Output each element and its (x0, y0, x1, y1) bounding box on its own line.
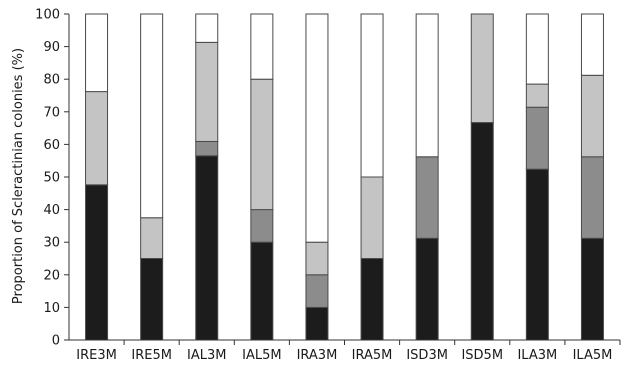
bar-segment-ira3m-3 (305, 241, 329, 276)
bar-segment-ira5m-1 (360, 258, 384, 341)
y-tick-label: 10 (43, 301, 60, 316)
bar-segment-ira3m-2 (305, 274, 329, 308)
bar-segment-ial5m-4 (250, 13, 274, 80)
bar-segment-ial5m-1 (250, 241, 274, 341)
bar-segment-ila5m-1 (580, 237, 604, 341)
bar-segment-ira5m-3 (360, 176, 384, 259)
bar-segment-ila3m-4 (525, 13, 549, 85)
bar-segment-ial5m-3 (250, 78, 274, 211)
bar-segment-ial3m-1 (195, 155, 219, 341)
x-tick-label: ILA5M (573, 348, 613, 363)
bar-segment-ire5m-3 (140, 217, 164, 259)
bar-segment-ila5m-4 (580, 13, 604, 76)
y-tick-label: 30 (43, 236, 60, 251)
x-tick-label: ILA3M (517, 348, 557, 363)
y-axis-title: Proportion of Scleractinian colonies (%) (11, 48, 26, 304)
x-tick-label: IAL5M (242, 348, 281, 363)
bar-segment-ial5m-2 (250, 209, 274, 243)
bar-segment-ial3m-4 (195, 13, 219, 43)
y-tick-label: 90 (43, 40, 60, 55)
bar-segment-isd3m-2 (415, 156, 439, 239)
bar-segment-ire3m-3 (85, 91, 109, 186)
x-tick-label: IRA5M (352, 348, 393, 363)
bar-segment-ire3m-4 (85, 13, 109, 93)
x-tick-label: ISD3M (406, 348, 448, 363)
y-tick-label: 50 (43, 171, 60, 186)
bar-segment-ire5m-1 (140, 258, 164, 341)
bar-segment-ira3m-1 (305, 306, 329, 341)
bar-segment-ila3m-3 (525, 83, 549, 108)
bar-segment-isd5m-3 (470, 13, 494, 124)
x-tick-label: IRA3M (297, 348, 338, 363)
y-tick-label: 100 (35, 8, 60, 23)
x-tick-label: IAL3M (187, 348, 226, 363)
bar-segment-ire5m-4 (140, 13, 164, 219)
bar-segment-ial3m-2 (195, 140, 219, 157)
bar-segment-ila5m-3 (580, 74, 604, 158)
y-tick-label: 70 (43, 105, 60, 120)
bar-segment-ila3m-1 (525, 168, 549, 341)
bar-segment-ila3m-2 (525, 106, 549, 170)
bar-segment-ire3m-1 (85, 184, 109, 341)
x-axis-ticks: IRE3M IRE5M IAL3M IAL5M IRA3M IRA5M ISD3M ISD5M… (76, 340, 621, 363)
bar-segment-ira3m-4 (305, 13, 329, 243)
bar-segment-ial3m-3 (195, 41, 219, 142)
y-tick-label: 60 (43, 138, 60, 153)
bar-segment-ira5m-4 (360, 13, 384, 178)
bar-segment-ila5m-2 (580, 156, 604, 239)
y-tick-label: 0 (52, 334, 60, 349)
x-tick-label: ISD5M (461, 348, 503, 363)
y-tick-label: 40 (43, 203, 60, 218)
y-tick-label: 80 (43, 73, 60, 88)
bars (85, 13, 604, 341)
x-tick-label: IRE5M (131, 348, 172, 363)
y-axis-ticks: 0 10 20 30 40 50 60 70 80 90 100 (35, 8, 69, 349)
bar-segment-isd3m-1 (415, 237, 439, 341)
x-tick-label: IRE3M (76, 348, 117, 363)
y-tick-label: 20 (43, 268, 60, 283)
bar-segment-isd3m-4 (415, 13, 439, 158)
bar-segment-isd5m-1 (470, 122, 494, 341)
